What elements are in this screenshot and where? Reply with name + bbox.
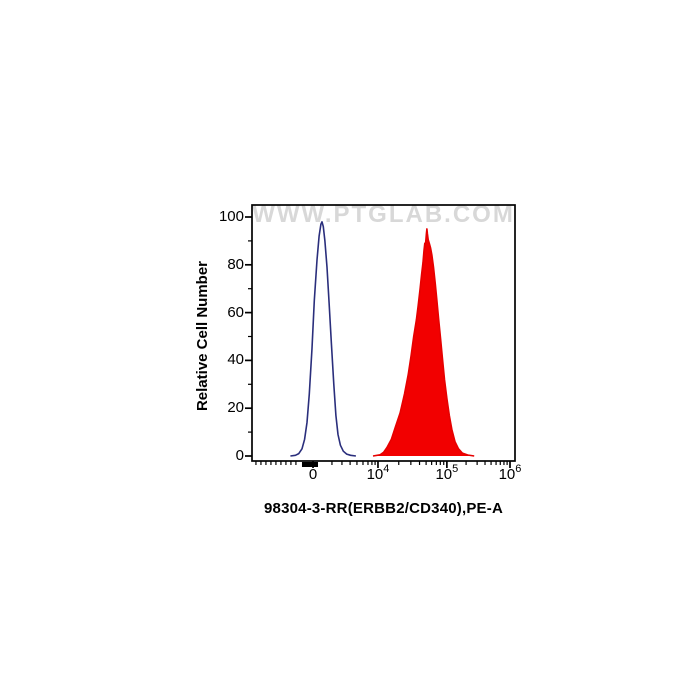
y-tick-label: 100 bbox=[218, 208, 244, 225]
y-tick-label: 40 bbox=[227, 351, 244, 369]
x-zero-tick-cluster bbox=[301, 462, 319, 467]
y-tick-label: 0 bbox=[235, 447, 244, 464]
y-tick-label: 80 bbox=[227, 255, 244, 273]
control-open-histogram bbox=[290, 221, 357, 457]
x-tick-label: 0 bbox=[308, 466, 318, 483]
x-tick-label: 105 bbox=[435, 463, 459, 484]
y-tick-label: 60 bbox=[227, 303, 244, 321]
x-tick-label: 106 bbox=[498, 463, 522, 484]
x-tick-label: 104 bbox=[366, 463, 390, 484]
plot-frame bbox=[251, 204, 516, 462]
x-axis-title: 98304-3-RR(ERBB2/CD340),PE-A bbox=[263, 500, 503, 517]
y-tick-label: 20 bbox=[227, 399, 244, 417]
erbb2-pe-filled-histogram bbox=[372, 228, 475, 457]
